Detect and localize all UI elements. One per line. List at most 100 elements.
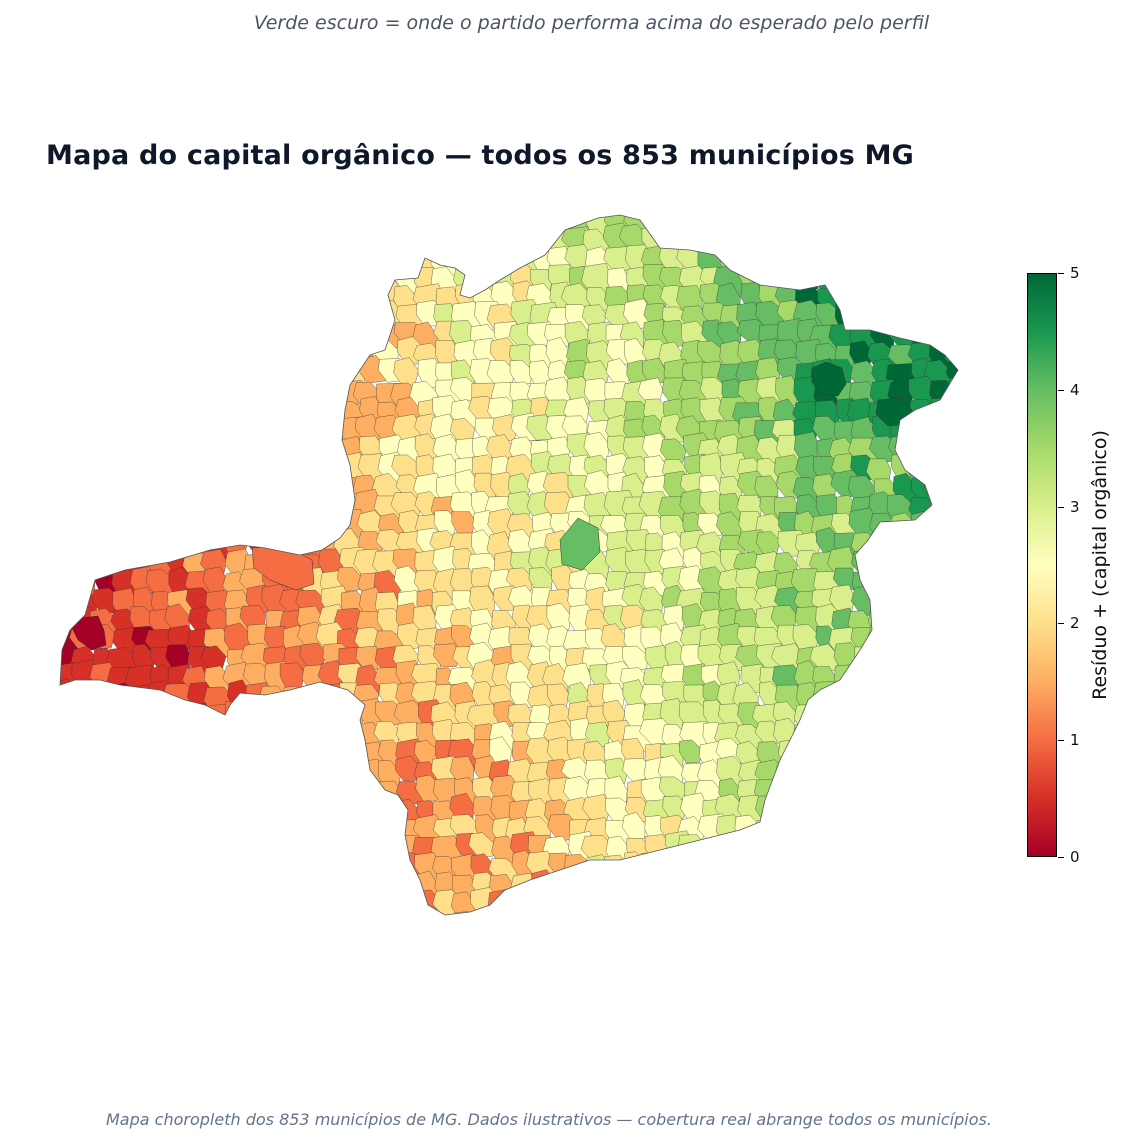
- municipality-cell: [60, 305, 81, 333]
- municipality-cell: [321, 723, 350, 751]
- municipality-cell: [297, 800, 322, 827]
- municipality-cell: [264, 245, 294, 279]
- colorbar-tick-label: 5: [1070, 264, 1080, 282]
- municipality-cell: [755, 857, 786, 888]
- municipality-cell: [221, 493, 245, 524]
- municipality-cell: [89, 284, 117, 312]
- municipality-cell: [317, 910, 343, 915]
- municipality-cell: [773, 892, 801, 915]
- colorbar-tick-label: 1: [1070, 731, 1080, 750]
- municipality-cell: [888, 646, 913, 677]
- municipality-cell: [393, 912, 423, 915]
- municipality-cell: [450, 223, 482, 251]
- municipality-cell: [113, 343, 141, 371]
- municipality-cell: [186, 322, 216, 350]
- municipality-cell: [583, 892, 608, 915]
- municipality-cell: [70, 317, 101, 347]
- municipality-cell: [91, 550, 121, 575]
- municipality-cell: [927, 398, 958, 424]
- municipality-cell: [225, 814, 256, 848]
- municipality-cell: [184, 282, 212, 308]
- municipality-cell: [186, 910, 214, 915]
- municipality-cell: [886, 215, 916, 237]
- municipality-cell: [110, 702, 138, 735]
- municipality-cell: [149, 493, 174, 528]
- municipality-cell: [243, 215, 268, 233]
- municipality-cell: [910, 660, 941, 694]
- municipality-cell: [927, 437, 958, 465]
- municipality-cell: [146, 514, 176, 546]
- municipality-cell: [852, 683, 876, 717]
- municipality-cell: [870, 586, 900, 618]
- municipality-cell: [279, 779, 307, 811]
- municipality-cell: [90, 437, 119, 464]
- municipality-cell: [359, 799, 391, 829]
- municipality-cell: [833, 759, 861, 792]
- municipality-cell: [73, 778, 100, 804]
- municipality-cell: [60, 454, 81, 482]
- municipality-cell: [148, 415, 171, 450]
- municipality-cell: [336, 716, 360, 746]
- municipality-cell: [907, 552, 936, 584]
- municipality-cell: [701, 215, 729, 236]
- municipality-cell: [356, 245, 386, 275]
- municipality-cell: [355, 645, 381, 670]
- municipality-cell: [150, 432, 180, 459]
- colorbar-tick: [1058, 740, 1064, 742]
- municipality-cell: [930, 535, 958, 565]
- municipality-cell: [296, 415, 329, 446]
- municipality-cell: [717, 872, 743, 902]
- municipality-cell: [60, 376, 81, 406]
- municipality-cell: [339, 227, 363, 259]
- municipality-cell: [507, 909, 539, 915]
- municipality-cell: [870, 760, 898, 793]
- municipality-cell: [295, 778, 326, 807]
- municipality-cell: [127, 756, 158, 786]
- municipality-cell: [72, 547, 97, 582]
- map-subtitle: Verde escuro = onde o partido performa a…: [253, 12, 930, 34]
- municipality-cell: [925, 874, 954, 905]
- municipality-cell: [304, 493, 334, 524]
- municipality-cell: [145, 888, 176, 915]
- municipality-cell: [206, 891, 231, 915]
- municipality-cell: [220, 415, 252, 443]
- municipality-cell: [740, 889, 770, 915]
- municipality-cell: [942, 564, 958, 594]
- municipality-cell: [204, 229, 232, 256]
- municipality-cell: [470, 229, 497, 253]
- municipality-cell: [147, 907, 177, 915]
- municipality-cell: [566, 912, 599, 915]
- municipality-cell: [262, 704, 289, 729]
- municipality-cell: [943, 452, 958, 480]
- municipality-cell: [145, 742, 175, 774]
- municipality-cell: [112, 399, 143, 432]
- municipality-cell: [147, 701, 172, 727]
- municipality-cell: [110, 533, 135, 559]
- municipality-cell: [126, 872, 152, 904]
- municipality-cell: [887, 585, 918, 614]
- municipality-cell: [60, 587, 84, 614]
- municipality-cell: [148, 528, 178, 561]
- municipality-cell: [282, 851, 312, 879]
- municipality-cell: [297, 434, 327, 462]
- municipality-cell: [279, 299, 305, 328]
- municipality-cell: [909, 740, 938, 769]
- municipality-cell: [854, 760, 882, 786]
- municipality-cell: [226, 778, 256, 804]
- municipality-cell: [948, 322, 958, 357]
- municipality-cell: [922, 629, 953, 660]
- municipality-cell: [641, 872, 666, 905]
- municipality-cell: [356, 851, 387, 878]
- municipality-cell: [67, 513, 96, 547]
- municipality-cell: [206, 818, 233, 849]
- municipality-cell: [299, 813, 328, 845]
- municipality-cell: [793, 874, 821, 904]
- municipality-cell: [928, 717, 954, 747]
- municipality-cell: [70, 527, 101, 559]
- municipality-cell: [738, 908, 772, 915]
- municipality-cell: [280, 435, 309, 463]
- municipality-cell: [355, 413, 380, 441]
- municipality-cell: [355, 264, 387, 297]
- municipality-cell: [110, 907, 136, 915]
- municipality-cell: [700, 838, 728, 864]
